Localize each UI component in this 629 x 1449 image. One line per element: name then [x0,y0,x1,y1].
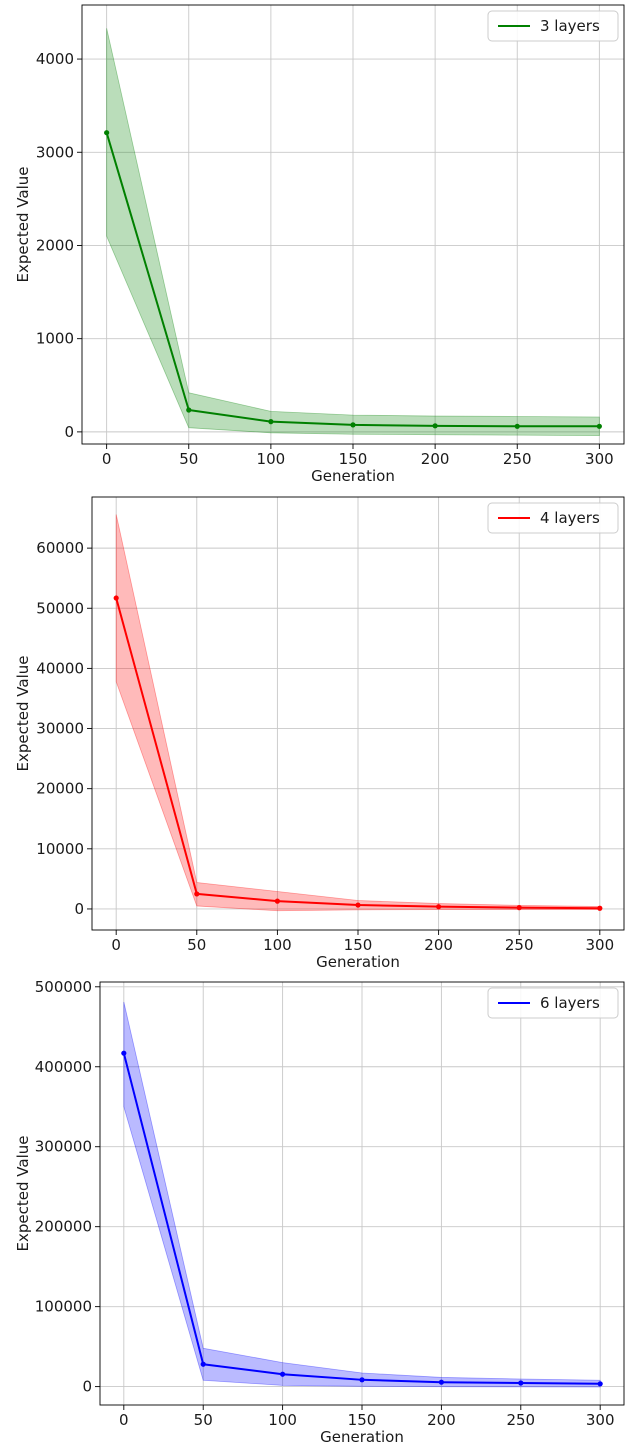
x-tick-label: 0 [119,1411,129,1429]
data-point [186,407,192,413]
data-point [350,422,356,428]
y-tick-label: 400000 [35,1058,92,1076]
y-tick-label: 100000 [35,1298,92,1316]
y-tick-label: 2000 [36,236,74,254]
data-point [355,902,361,908]
y-tick-label: 30000 [36,720,84,738]
x-tick-label: 150 [344,936,373,954]
y-tick-label: 500000 [35,978,92,996]
x-tick-label: 200 [421,450,450,468]
y-axis-label: Expected Value [14,167,32,283]
y-tick-label: 200000 [35,1218,92,1236]
data-point [121,1050,127,1056]
data-point [514,423,520,429]
x-tick-label: 100 [257,450,286,468]
y-tick-label: 20000 [36,780,84,798]
x-tick-label: 150 [348,1411,377,1429]
y-tick-label: 4000 [36,50,74,68]
y-tick-label: 0 [74,900,84,918]
y-tick-label: 300000 [35,1138,92,1156]
data-point [113,595,119,601]
y-tick-label: 0 [82,1378,92,1396]
data-point [597,1381,603,1387]
data-point [432,423,438,429]
y-axis-label: Expected Value [14,1136,32,1252]
data-point [597,905,603,911]
x-axis-label: Generation [316,953,400,971]
y-tick-label: 40000 [36,659,84,677]
x-tick-label: 100 [263,936,292,954]
legend-box [487,502,619,534]
chart-panel-3: 6 layers 0 50 100 150 200 250 300 0 100000 200000 3… [14,978,625,1446]
y-tick-label: 10000 [36,840,84,858]
x-tick-label: 200 [424,936,453,954]
x-tick-label: 150 [339,450,368,468]
x-tick-label: 0 [111,936,121,954]
data-point [516,905,522,911]
legend-box [487,10,619,42]
chart-panel-2: 4 layers 0 50 100 150 200 250 300 0 10000 20000 300… [14,496,625,971]
data-point [280,1371,286,1377]
y-tick-label: 1000 [36,330,74,348]
y-tick-label: 0 [64,423,74,441]
x-tick-label: 300 [585,936,614,954]
data-point [518,1380,524,1386]
legend-label: 6 layers [540,994,600,1012]
y-tick-label: 60000 [36,539,84,557]
y-axis-label: Expected Value [14,656,32,772]
y-tick-label: 3000 [36,143,74,161]
x-tick-label: 300 [586,1411,615,1429]
x-axis-label: Generation [311,467,395,485]
x-tick-label: 50 [187,936,206,954]
data-point [359,1377,365,1383]
legend-label: 3 layers [540,17,600,35]
data-point [104,130,110,136]
x-axis-label: Generation [320,1428,404,1446]
data-point [200,1361,206,1367]
x-tick-label: 0 [102,450,112,468]
legend-label: 4 layers [540,509,600,527]
data-point [438,1379,444,1385]
x-tick-label: 250 [506,1411,535,1429]
x-tick-label: 250 [505,936,534,954]
x-tick-label: 200 [427,1411,456,1429]
x-tick-label: 50 [194,1411,213,1429]
data-point [194,891,200,897]
x-tick-label: 50 [179,450,198,468]
data-point [436,904,442,910]
confidence-band [106,28,600,437]
x-tick-label: 300 [585,450,614,468]
y-tick-label: 50000 [36,599,84,617]
x-tick-label: 250 [503,450,532,468]
legend-box [487,987,619,1019]
data-point [274,898,280,904]
data-point [596,423,602,429]
confidence-band [123,1001,601,1388]
x-tick-label: 100 [268,1411,297,1429]
data-point [268,419,274,425]
